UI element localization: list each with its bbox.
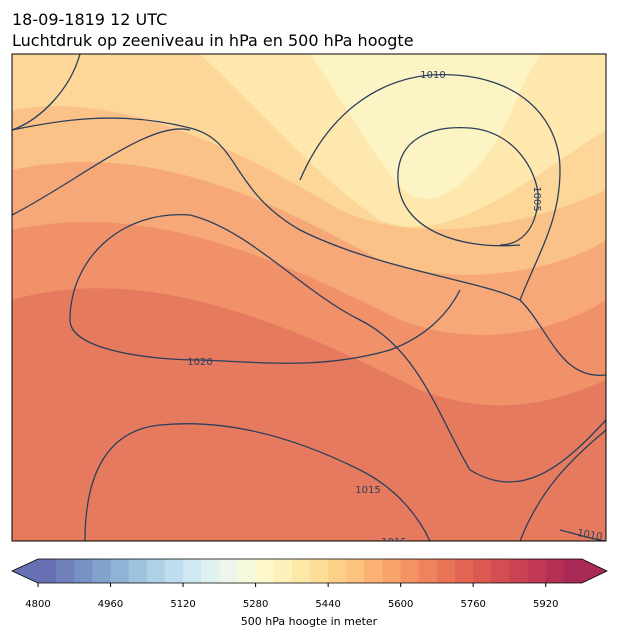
color-bin xyxy=(74,559,93,583)
color-bin xyxy=(291,559,311,583)
color-bin xyxy=(146,559,166,583)
colorbar-outline xyxy=(11,558,608,584)
map-title: Luchtdruk op zeeniveau in hPa en 500 hPa… xyxy=(12,31,414,50)
color-bin xyxy=(164,559,184,583)
tick-label: 4960 xyxy=(98,599,123,610)
color-bin xyxy=(400,559,420,583)
color-bin xyxy=(92,559,111,583)
color-bin xyxy=(455,559,474,583)
color-bin xyxy=(527,559,547,583)
color-bin xyxy=(56,559,75,583)
tick-label: 5440 xyxy=(315,599,340,610)
color-bin xyxy=(273,559,293,583)
color-bin xyxy=(328,559,347,583)
extend-high xyxy=(582,559,607,583)
contour-label: 1010 xyxy=(576,528,603,543)
color-bin xyxy=(382,559,402,583)
map-frame xyxy=(11,53,607,542)
contour-label: 1010 xyxy=(420,70,445,81)
isobars xyxy=(12,54,606,541)
color-bin xyxy=(473,559,492,583)
color-bin xyxy=(237,559,256,583)
tick-label: 5920 xyxy=(533,599,558,610)
color-bin xyxy=(509,559,528,583)
tick-label: 5760 xyxy=(460,599,485,610)
color-bin xyxy=(545,559,565,583)
colorbar-label: 500 hPa hoogte in meter xyxy=(241,615,378,628)
time-title: 18-09-1819 12 UTC xyxy=(12,10,167,29)
color-bin xyxy=(128,559,148,583)
color-bin xyxy=(563,559,583,583)
color-bin xyxy=(201,559,220,583)
color-bin xyxy=(436,559,456,583)
color-bin xyxy=(364,559,383,583)
tick-label: 5120 xyxy=(170,599,195,610)
color-bin xyxy=(219,559,238,583)
tick-label: 5600 xyxy=(388,599,413,610)
color-bin xyxy=(310,559,329,583)
contour-labels: 1010 1005 1020 1015 1015 1010 xyxy=(187,70,603,548)
color-bin xyxy=(346,559,365,583)
tick-label: 5280 xyxy=(243,599,268,610)
color-bin xyxy=(418,559,438,583)
contour-label: 1005 xyxy=(531,186,542,211)
tick-label: 4800 xyxy=(25,599,50,610)
contour-label: 1020 xyxy=(187,357,212,368)
color-bin xyxy=(255,559,275,583)
color-bin xyxy=(110,559,130,583)
color-bin xyxy=(38,559,57,583)
colorbar: 4800 4960 5120 5280 5440 5600 5760 5920 xyxy=(11,558,608,610)
contour-label: 1015 xyxy=(355,485,380,496)
color-bin xyxy=(183,559,202,583)
contour-label: 1015 xyxy=(381,537,406,548)
map xyxy=(12,54,606,541)
color-bin xyxy=(491,559,510,583)
band xyxy=(310,54,540,199)
extend-low xyxy=(12,559,38,583)
